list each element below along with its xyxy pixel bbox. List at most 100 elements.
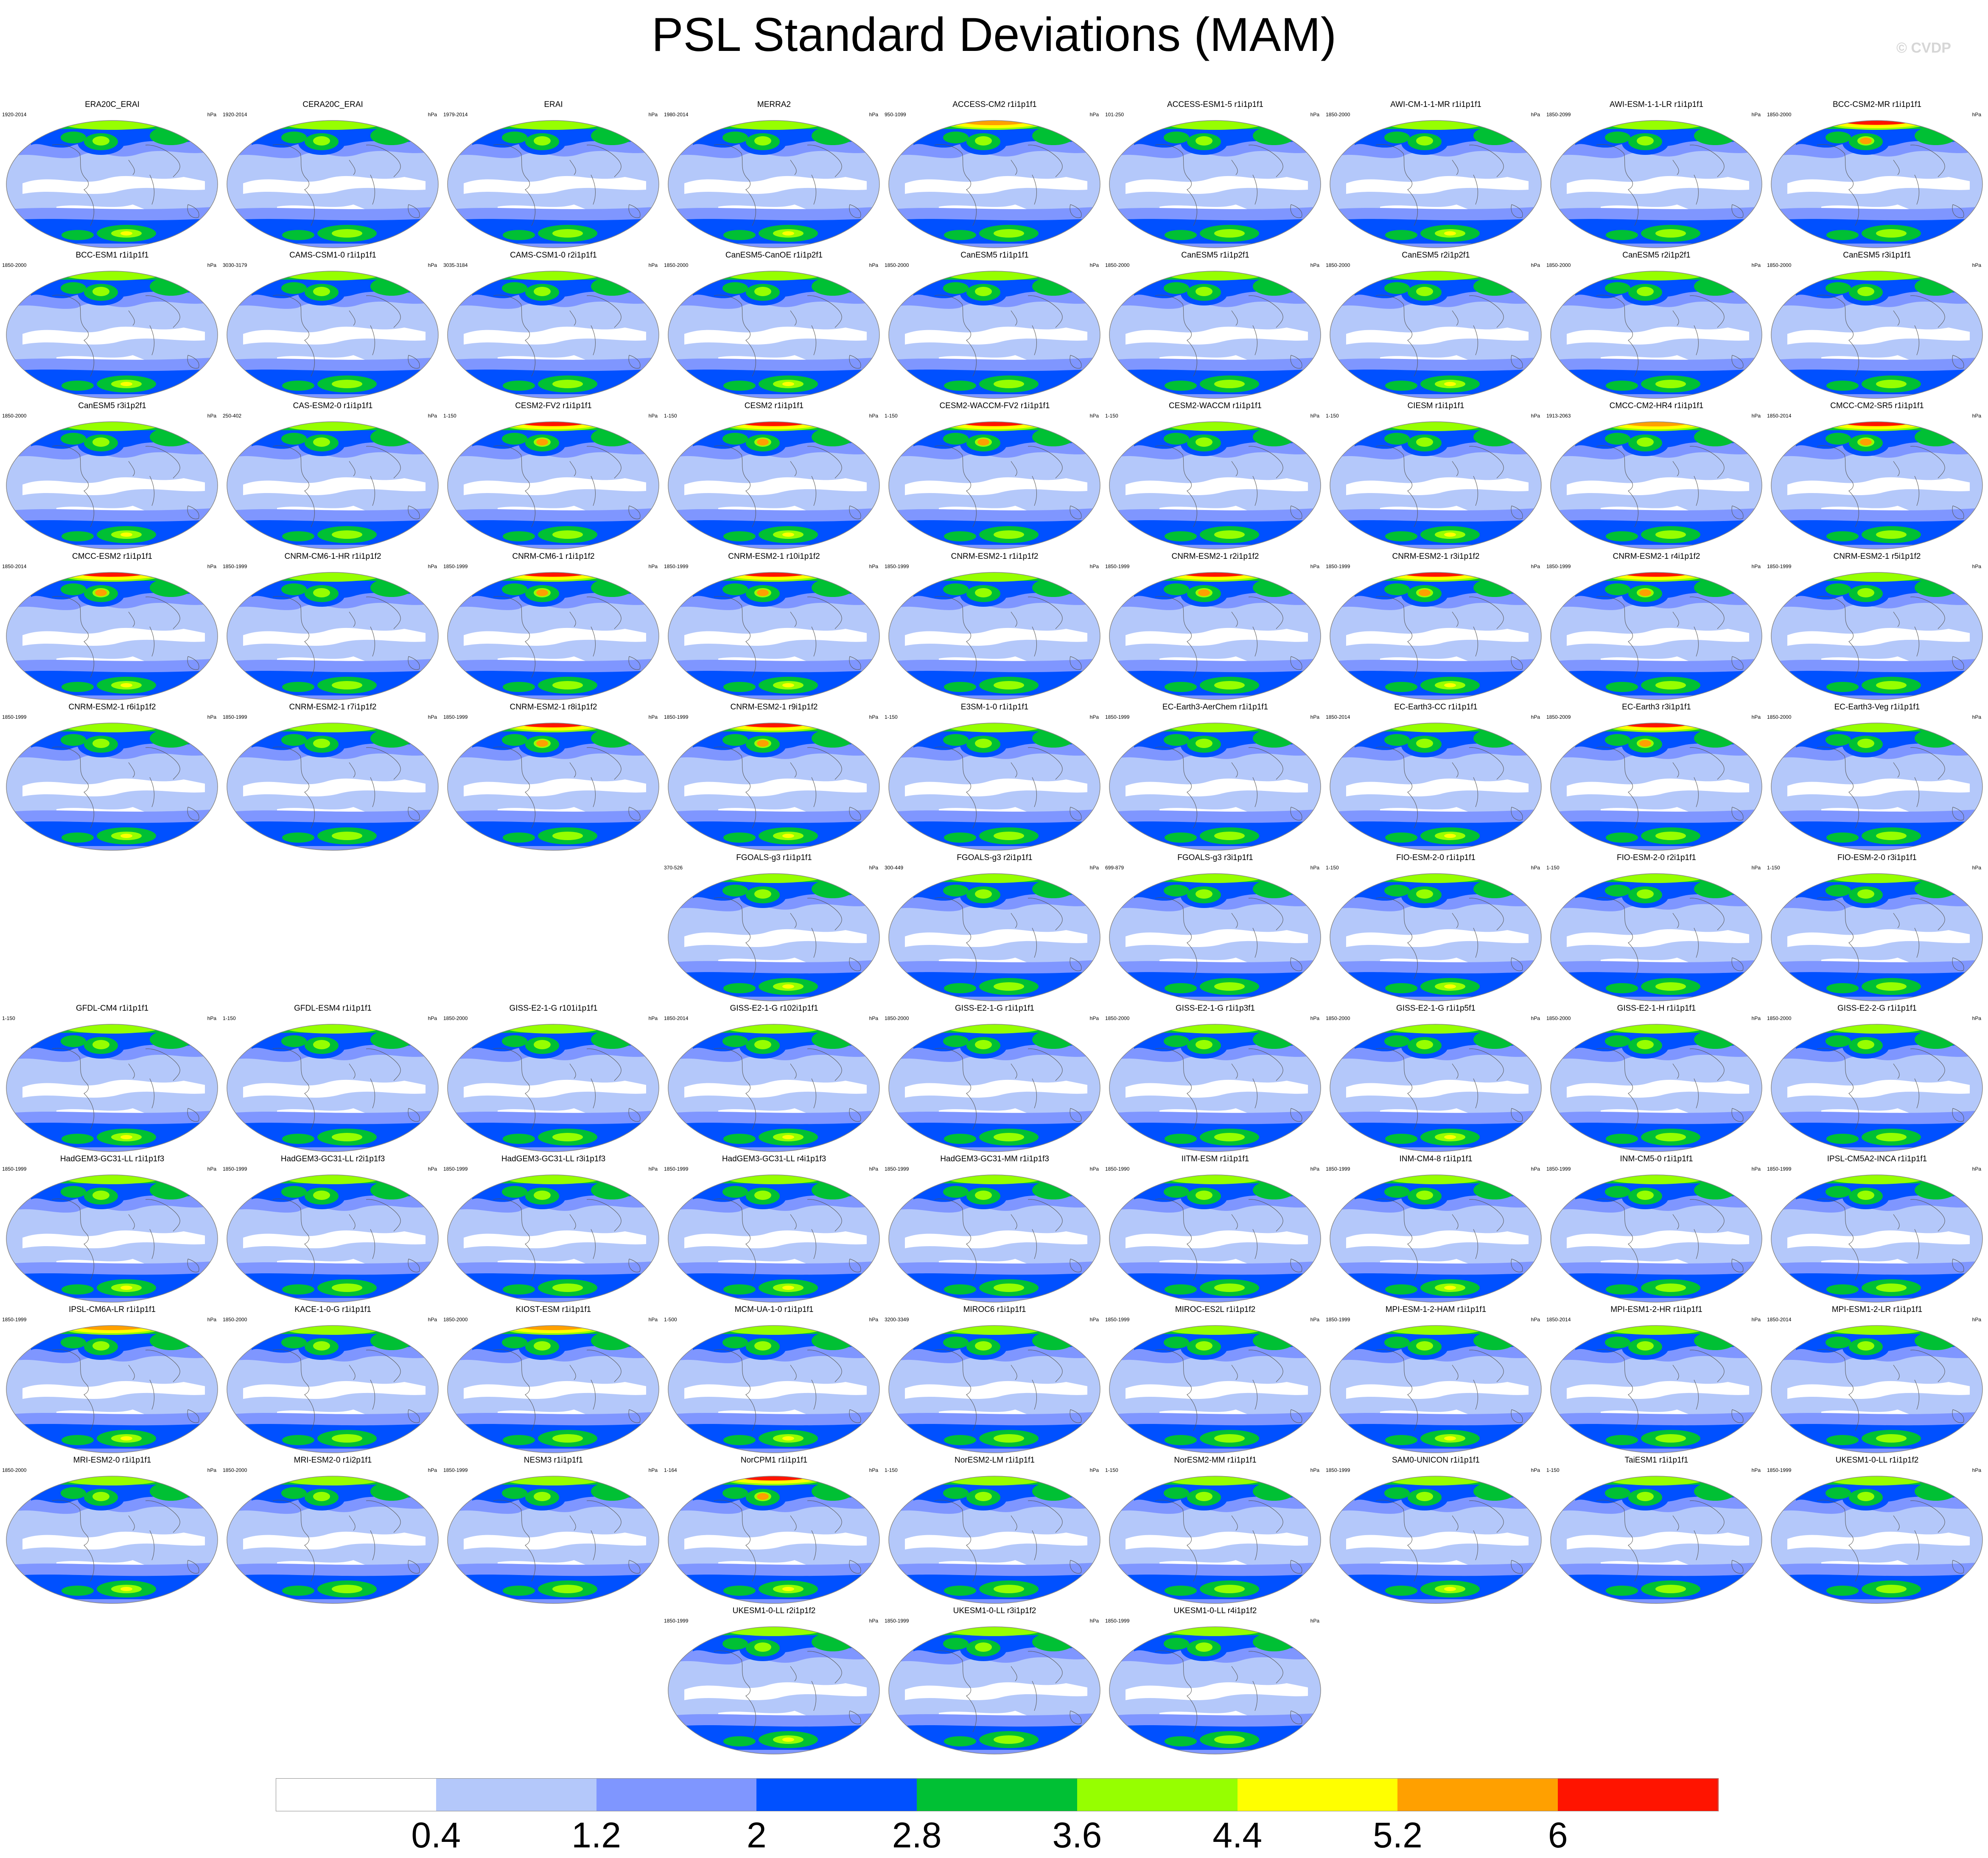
panel-units: hPa xyxy=(1310,865,1319,871)
map-panel: CNRM-ESM2-1 r7i1p1f2 1850-1999 hPa xyxy=(223,703,443,855)
world-map xyxy=(227,421,439,549)
panel-units: hPa xyxy=(1751,262,1761,268)
panel-years: 3030-3179 xyxy=(223,262,247,268)
panel-units: hPa xyxy=(1310,1317,1319,1323)
panel-title: MIROC-ES2L r1i1p1f2 xyxy=(1175,1305,1256,1314)
panel-units: hPa xyxy=(648,112,658,118)
panel-title: BCC-CSM2-MR r1i1p1f1 xyxy=(1832,100,1922,109)
world-map xyxy=(668,120,880,248)
map-panel: IPSL-CM5A2-INCA r1i1p1f1 1850-1999 hPa xyxy=(1767,1155,1987,1306)
world-map xyxy=(1550,271,1762,399)
panel-units: hPa xyxy=(207,563,216,569)
map-panel: CNRM-ESM2-1 r6i1p1f2 1850-1999 hPa xyxy=(2,703,222,855)
map-panel: E3SM-1-0 r1i1p1f1 1-150 hPa xyxy=(885,703,1105,855)
map-panel: CAMS-CSM1-0 r1i1p1f1 3030-3179 hPa xyxy=(223,251,443,403)
panel-units: hPa xyxy=(869,112,878,118)
panel-years: 1850-2009 xyxy=(1546,714,1571,720)
map-panel: CMCC-CM2-SR5 r1i1p1f1 1850-2014 hPa xyxy=(1767,401,1987,553)
panel-years: 1850-1999 xyxy=(1105,714,1130,720)
panel-title: FIO-ESM-2-0 r2i1p1f1 xyxy=(1617,853,1696,862)
panel-units: hPa xyxy=(1089,714,1099,720)
panel-years: 1850-1999 xyxy=(1767,1467,1792,1473)
panel-years: 950-1099 xyxy=(885,112,906,118)
panel-years: 1850-2000 xyxy=(1767,1015,1792,1021)
panel-years: 1850-2000 xyxy=(443,1317,468,1323)
world-map xyxy=(1771,572,1983,700)
map-panel: AWI-ESM-1-1-LR r1i1p1f1 1850-2099 hPa xyxy=(1546,100,1767,252)
panel-years: 3035-3184 xyxy=(443,262,468,268)
panel-units: hPa xyxy=(1089,413,1099,419)
panel-years: 1-150 xyxy=(1326,413,1339,419)
panel-years: 1850-2000 xyxy=(1326,112,1350,118)
panel-years: 1850-2000 xyxy=(1767,714,1792,720)
panel-units: hPa xyxy=(1531,112,1540,118)
colorbar-tick-label: 2 xyxy=(746,1815,767,1855)
map-panel: CanESM5 r1i1p2f1 1850-2000 hPa xyxy=(1105,251,1325,403)
map-panel: GISS-E2-1-H r1i1p1f1 1850-2000 hPa xyxy=(1546,1004,1767,1156)
map-panel: NorESM2-MM r1i1p1f1 1-150 hPa xyxy=(1105,1456,1325,1608)
panel-title: IPSL-CM5A2-INCA r1i1p1f1 xyxy=(1827,1155,1927,1163)
panel-years: 1850-2000 xyxy=(1546,262,1571,268)
map-panel: NESM3 r1i1p1f1 1850-1999 hPa xyxy=(443,1456,664,1608)
panel-years: 1850-2000 xyxy=(1326,1015,1350,1021)
map-panel: CESM2-WACCM-FV2 r1i1p1f1 1-150 hPa xyxy=(885,401,1105,553)
panel-title: CNRM-CM6-1 r1i1p1f2 xyxy=(512,552,595,561)
world-map xyxy=(668,572,880,700)
panel-units: hPa xyxy=(1972,1015,1981,1021)
panel-years: 1850-1999 xyxy=(1326,563,1350,569)
panel-years: 1-150 xyxy=(1105,1467,1118,1473)
map-panel: CNRM-ESM2-1 r3i1p1f2 1850-1999 hPa xyxy=(1326,552,1546,704)
map-panel: UKESM1-0-LL r4i1p1f2 1850-1999 hPa xyxy=(1105,1606,1325,1758)
world-map xyxy=(447,1024,659,1152)
map-panel: MRI-ESM2-0 r1i1p1f1 1850-2000 hPa xyxy=(2,1456,222,1608)
world-map xyxy=(1109,120,1321,248)
panel-units: hPa xyxy=(1310,1618,1319,1624)
panel-years: 1850-1999 xyxy=(443,714,468,720)
watermark-text: © CVDP xyxy=(1896,40,1951,56)
panel-years: 1850-1999 xyxy=(443,1467,468,1473)
panel-years: 1980-2014 xyxy=(664,112,689,118)
world-map xyxy=(1330,1476,1542,1604)
map-panel: HadGEM3-GC31-LL r4i1p1f3 1850-1999 hPa xyxy=(664,1155,884,1306)
panel-units: hPa xyxy=(428,112,437,118)
map-panel: GISS-E2-1-G r1i1p3f1 1850-2000 hPa xyxy=(1105,1004,1325,1156)
map-panel: FGOALS-g3 r1i1p1f1 370-526 hPa xyxy=(664,853,884,1005)
panel-title: GFDL-ESM4 r1i1p1f1 xyxy=(294,1004,372,1013)
world-map xyxy=(888,1024,1100,1152)
world-map xyxy=(447,120,659,248)
world-map xyxy=(1550,572,1762,700)
panel-title: CanESM5 r1i1p1f1 xyxy=(960,251,1029,260)
panel-units: hPa xyxy=(869,1618,878,1624)
panel-units: hPa xyxy=(1972,865,1981,871)
world-map xyxy=(668,271,880,399)
world-map xyxy=(1550,1174,1762,1303)
panel-years: 1979-2014 xyxy=(443,112,468,118)
map-panel: CNRM-ESM2-1 r9i1p1f2 1850-1999 hPa xyxy=(664,703,884,855)
panel-title: CERA20C_ERAI xyxy=(302,100,363,109)
panel-years: 1850-1999 xyxy=(2,714,27,720)
panel-units: hPa xyxy=(648,563,658,569)
panel-years: 1920-2014 xyxy=(2,112,27,118)
panel-title: MIROC6 r1i1p1f1 xyxy=(963,1305,1026,1314)
panel-years: 300-449 xyxy=(885,865,904,871)
panel-title: CESM2-FV2 r1i1p1f1 xyxy=(515,401,592,410)
panel-title: HadGEM3-GC31-LL r3i1p1f3 xyxy=(501,1155,606,1163)
panel-units: hPa xyxy=(428,1467,437,1473)
panel-units: hPa xyxy=(207,262,216,268)
map-panel: BCC-CSM2-MR r1i1p1f1 1850-2000 hPa xyxy=(1767,100,1987,252)
world-map xyxy=(888,1476,1100,1604)
map-panel: CNRM-ESM2-1 r10i1p1f2 1850-1999 hPa xyxy=(664,552,884,704)
panel-years: 1850-1990 xyxy=(1105,1166,1130,1172)
panel-units: hPa xyxy=(207,112,216,118)
panel-units: hPa xyxy=(648,1467,658,1473)
panel-title: GISS-E2-1-G r102i1p1f1 xyxy=(730,1004,818,1013)
panel-years: 1850-1999 xyxy=(223,714,247,720)
panel-units: hPa xyxy=(869,714,878,720)
panel-title: CNRM-ESM2-1 r1i1p1f2 xyxy=(951,552,1039,561)
map-panel: CNRM-ESM2-1 r5i1p1f2 1850-1999 hPa xyxy=(1767,552,1987,704)
panel-years: 1-150 xyxy=(664,413,677,419)
world-map xyxy=(6,572,218,700)
panel-years: 1850-2000 xyxy=(664,262,689,268)
panel-years: 1850-1999 xyxy=(664,1166,689,1172)
world-map xyxy=(668,1325,880,1453)
